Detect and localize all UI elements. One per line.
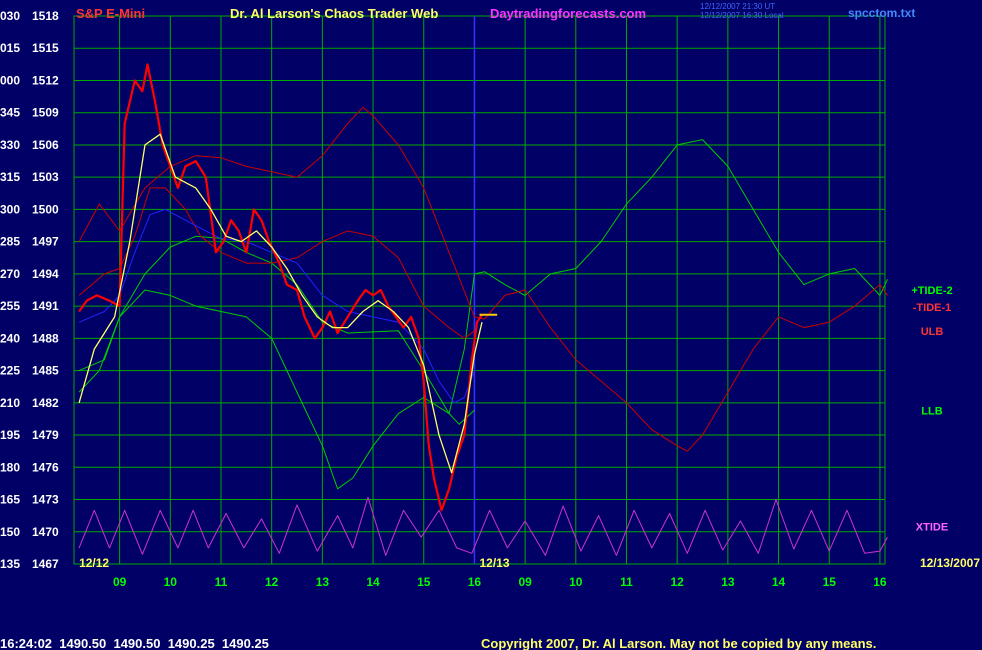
series-label-tide-1: -TIDE-1 — [913, 302, 952, 314]
series-ulb-line — [78, 187, 475, 339]
y-tick-label-right: 1470 — [32, 525, 59, 539]
y-tick-label-right: 1494 — [32, 267, 59, 281]
chart-title: Dr. Al Larson's Chaos Trader Web — [230, 6, 438, 21]
data-file-label: spcctom.txt — [848, 6, 915, 20]
x-tick-label: 11 — [215, 575, 228, 589]
series-label-tide-2: +TIDE-2 — [911, 285, 952, 297]
y-tick-label-right: 1488 — [32, 331, 59, 345]
series-price-line — [78, 63, 483, 512]
date-label: 12/13 — [480, 556, 510, 570]
x-tick-label: 12 — [265, 575, 279, 589]
x-tick-label: 15 — [823, 575, 837, 589]
symbol-label: S&P E-Mini — [76, 6, 145, 21]
x-tick-label: 13 — [316, 575, 330, 589]
y-tick-label-right: 1518 — [32, 9, 59, 23]
x-tick-label: 15 — [417, 575, 431, 589]
y-tick-label-left: 240 — [0, 331, 20, 345]
timestamp-ut: 12/12/2007 21:30 UT — [700, 2, 775, 11]
series-label-xtide: XTIDE — [916, 521, 948, 533]
y-tick-label-left: 180 — [0, 460, 20, 474]
y-tick-label-left: 285 — [0, 235, 20, 249]
y-tick-label-right: 1482 — [32, 396, 59, 410]
y-tick-label-left: 315 — [0, 170, 20, 184]
y-tick-label-right: 1512 — [32, 73, 59, 87]
y-tick-label-left: 300 — [0, 202, 20, 216]
y-tick-label-right: 1476 — [32, 460, 59, 474]
y-tick-label-right: 1503 — [32, 170, 59, 184]
series-tide-2-line — [78, 139, 888, 415]
y-tick-label-left: 030 — [0, 9, 20, 23]
copyright: Copyright 2007, Dr. Al Larson. May not b… — [481, 636, 876, 650]
y-tick-label-left: 345 — [0, 106, 20, 120]
site-label: Daytradingforecasts.com — [490, 6, 646, 21]
y-tick-label-left: 150 — [0, 525, 20, 539]
y-tick-label-left: 135 — [0, 557, 20, 571]
series-layer — [78, 63, 888, 556]
y-tick-label-left: 330 — [0, 138, 20, 152]
series-mavg-line — [78, 133, 483, 474]
y-tick-label-left: 270 — [0, 267, 20, 281]
y-tick-label-right: 1479 — [32, 428, 59, 442]
y-tick-label-left: 015 — [0, 41, 20, 55]
y-tick-label-left: 165 — [0, 493, 20, 507]
grid — [73, 15, 886, 565]
y-tick-label-right: 1485 — [32, 364, 59, 378]
y-tick-label-right: 1473 — [32, 493, 59, 507]
y-tick-label-right: 1467 — [32, 557, 59, 571]
quote-readout: 16:24:02 1490.50 1490.50 1490.25 1490.25 — [0, 636, 269, 650]
end-date-label: 12/13/2007 — [920, 556, 980, 570]
y-tick-label-left: 195 — [0, 428, 20, 442]
series-llb-line — [78, 289, 475, 490]
x-tick-label: 16 — [468, 575, 482, 589]
y-tick-label-right: 1491 — [32, 299, 59, 313]
y-tick-label-right: 1500 — [32, 202, 59, 216]
y-tick-label-right: 1506 — [32, 138, 59, 152]
x-tick-label: 10 — [164, 575, 178, 589]
x-tick-label: 09 — [518, 575, 532, 589]
series-tide-1-line — [78, 106, 888, 452]
y-tick-label-left: 225 — [0, 364, 20, 378]
series-label-ulb: ULB — [921, 326, 944, 338]
y-tick-label-right: 1515 — [32, 41, 59, 55]
x-tick-label: 16 — [873, 575, 887, 589]
series-blue-line — [78, 208, 475, 404]
series-xtide-line — [78, 496, 888, 556]
x-tick-label: 09 — [113, 575, 127, 589]
x-tick-label: 14 — [772, 575, 786, 589]
date-label: 12/12 — [79, 556, 109, 570]
x-tick-label: 11 — [620, 575, 633, 589]
y-tick-label-left: 210 — [0, 396, 20, 410]
y-tick-label-left: 000 — [0, 73, 20, 87]
x-tick-label: 13 — [721, 575, 735, 589]
timestamp-local: 12/12/2007 16:30 Local — [700, 11, 784, 20]
y-tick-label-left: 255 — [0, 299, 20, 313]
y-tick-label-right: 1509 — [32, 106, 59, 120]
y-tick-label-right: 1497 — [32, 235, 59, 249]
series-label-llb: LLB — [921, 405, 942, 417]
x-tick-label: 14 — [366, 575, 380, 589]
x-tick-label: 12 — [671, 575, 685, 589]
x-tick-label: 10 — [569, 575, 583, 589]
